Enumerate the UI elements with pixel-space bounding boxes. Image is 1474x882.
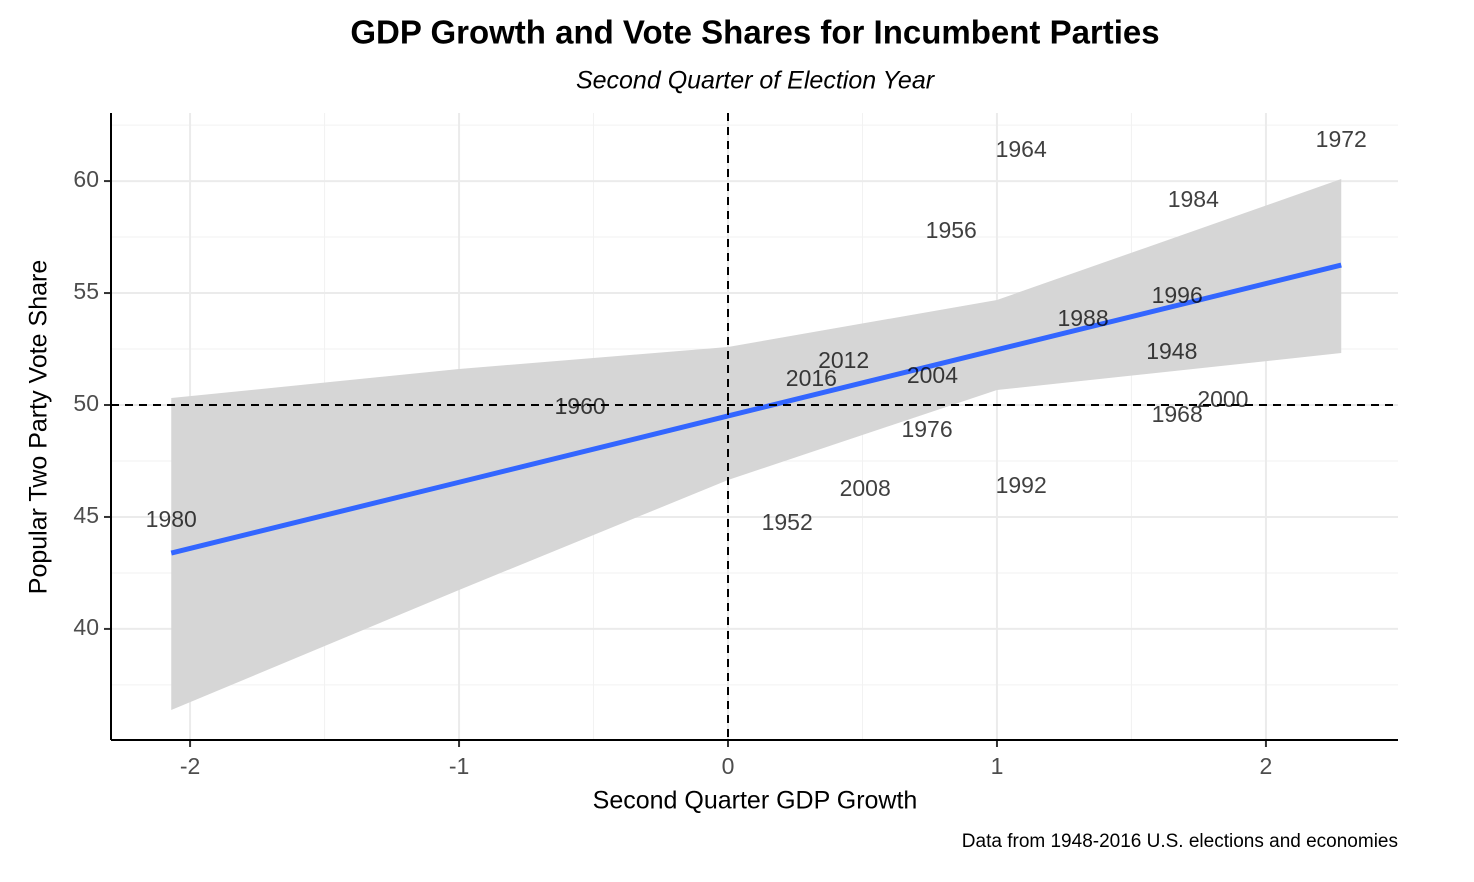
point-label: 1952 <box>762 509 813 535</box>
point-label: 1996 <box>1152 282 1203 308</box>
point-label: 1948 <box>1146 338 1197 364</box>
point-label: 1980 <box>146 506 197 532</box>
x-axis-title: Second Quarter GDP Growth <box>593 787 918 815</box>
point-label: 2016 <box>786 365 837 391</box>
point-label: 1960 <box>554 393 605 419</box>
point-label: 2012 <box>818 347 869 373</box>
y-tick-label: 50 <box>73 390 99 416</box>
point-label: 2004 <box>907 362 958 388</box>
point-label: 1956 <box>926 217 977 243</box>
y-tick-label: 40 <box>73 614 99 640</box>
point-label: 2000 <box>1197 386 1248 412</box>
point-label: 2008 <box>840 475 891 501</box>
point-label: 1988 <box>1057 305 1108 331</box>
point-label: 1976 <box>901 416 952 442</box>
y-tick-label: 45 <box>73 502 99 528</box>
x-tick-label: 0 <box>722 753 735 779</box>
x-tick-label: 1 <box>991 753 1004 779</box>
point-label: 1992 <box>996 472 1047 498</box>
point-label: 1984 <box>1168 186 1219 212</box>
y-axis-title: Popular Two Party Vote Share <box>25 260 53 594</box>
x-tick-label: -2 <box>180 753 200 779</box>
fit-line <box>170 262 1342 556</box>
y-tick-label: 55 <box>73 278 99 304</box>
x-tick-label: 2 <box>1260 753 1273 779</box>
x-tick-label: -1 <box>449 753 469 779</box>
caption: Data from 1948-2016 U.S. elections and e… <box>962 831 1398 852</box>
point-label: 1964 <box>996 136 1047 162</box>
y-tick-label: 60 <box>73 166 99 192</box>
chart-subtitle: Second Quarter of Election Year <box>576 67 936 95</box>
chart-title: GDP Growth and Vote Shares for Incumbent… <box>350 14 1159 51</box>
point-label: 1972 <box>1316 126 1367 152</box>
point-label: 1968 <box>1152 401 1203 427</box>
confidence-band <box>171 179 1342 710</box>
